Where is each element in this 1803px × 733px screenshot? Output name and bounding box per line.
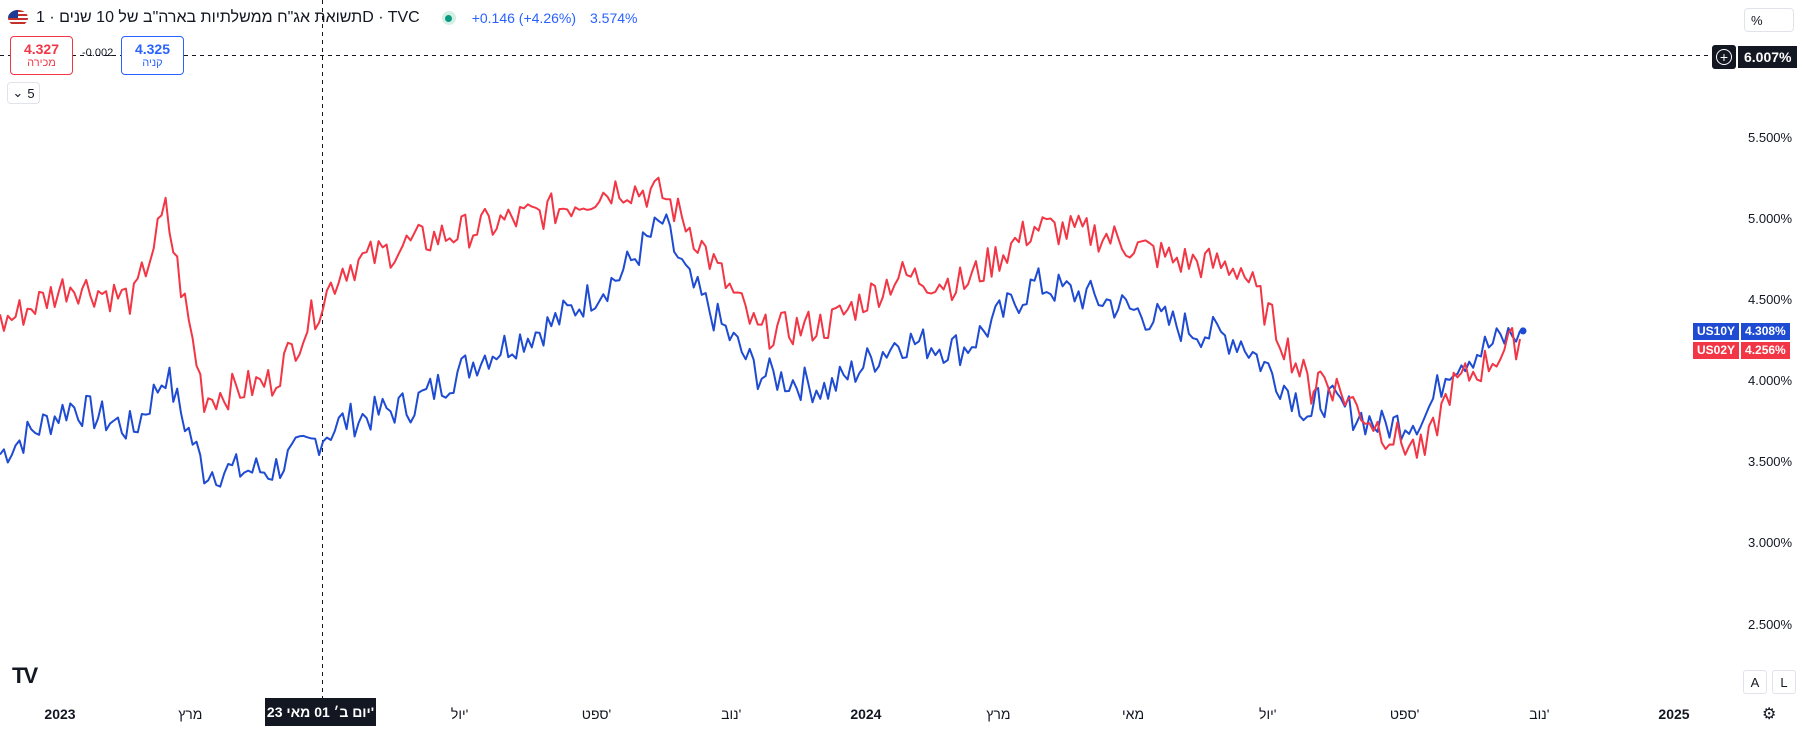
symbol-title[interactable]: תשואת אג"ח ממשלתיות בארה"ב של 10 שנים · … (36, 9, 420, 26)
buy-button[interactable]: 4.325 קניה (121, 36, 184, 75)
last-point-marker (1519, 327, 1527, 335)
price-axis-tick: 2.500% (1748, 616, 1793, 632)
sell-price: 4.327 (23, 41, 60, 57)
indicators-collapse-button[interactable]: ⌄ 5 (7, 82, 40, 104)
log-scale-button[interactable]: L (1772, 670, 1796, 694)
sell-button[interactable]: 4.327 מכירה (10, 36, 73, 75)
price-axis-tick: 3.500% (1748, 454, 1793, 470)
tradingview-logo[interactable]: TV (12, 663, 38, 688)
auto-scale-label: A (1750, 674, 1760, 690)
us10y-price-tag: US10Y 4.308% (1693, 323, 1790, 340)
plus-icon: + (1716, 49, 1732, 65)
crosshair-date-label: יום ב׳ 01 מאי 23' (265, 698, 376, 726)
add-alert-button[interactable]: + (1712, 45, 1736, 69)
time-axis-tick: יול' (450, 706, 469, 722)
scale-mode-button[interactable]: % (1744, 8, 1794, 32)
us02y-price-tag: US02Y 4.256% (1693, 342, 1790, 359)
price-axis-tick: 4.500% (1748, 292, 1793, 308)
sell-label: מכירה (27, 57, 56, 69)
us10y-last: 4.308% (1741, 323, 1790, 340)
us02y-last: 4.256% (1741, 342, 1790, 359)
price-change: +0.146 (+4.26%) (471, 10, 576, 26)
series-line-us02y[interactable] (0, 176, 1521, 459)
time-axis-tick: ספט' (1389, 706, 1420, 722)
time-axis-tick: מאי (1122, 706, 1145, 722)
series-line-us10y[interactable] (0, 213, 1521, 488)
time-axis-tick: 2024 (850, 706, 882, 722)
chevron-down-icon: ⌄ (12, 85, 24, 100)
time-axis-tick: מרץ (986, 706, 1011, 722)
time-axis-tick: ספט' (581, 706, 612, 722)
us10y-name: US10Y (1693, 323, 1740, 340)
us02y-name: US02Y (1693, 342, 1740, 359)
indicators-count: 5 (27, 85, 35, 101)
crosshair-price-label: + 6.007% (1712, 45, 1798, 69)
us-flag-icon (8, 10, 28, 26)
time-axis-tick: נוב' (1529, 706, 1550, 722)
price-axis-tick: 4.000% (1748, 373, 1793, 389)
gear-icon[interactable]: ⚙ (1762, 706, 1777, 723)
scale-mode-label: % (1751, 12, 1763, 28)
spread-value: -0.002 (82, 47, 114, 59)
crosshair-price: 6.007% (1738, 46, 1798, 68)
chart-header: תשואת אג"ח ממשלתיות בארה"ב של 10 שנים · … (8, 4, 637, 32)
market-status-icon[interactable] (441, 11, 456, 25)
log-scale-label: L (1780, 674, 1788, 690)
buy-price: 4.325 (134, 41, 171, 57)
time-axis-tick: 2023 (44, 706, 76, 722)
price-axis-tick: 3.000% (1748, 535, 1793, 551)
time-axis-tick: יול' (1259, 706, 1277, 722)
price-axis-tick: 5.000% (1748, 211, 1793, 226)
auto-scale-button[interactable]: A (1743, 670, 1767, 694)
buy-label: קניה (142, 57, 163, 69)
time-axis-tick: נוב' (721, 706, 742, 722)
last-value: 3.574% (590, 10, 638, 26)
time-axis-tick: 2025 (1658, 706, 1690, 722)
price-axis-tick: 5.500% (1748, 129, 1793, 145)
time-axis-tick: מרץ (178, 706, 203, 722)
